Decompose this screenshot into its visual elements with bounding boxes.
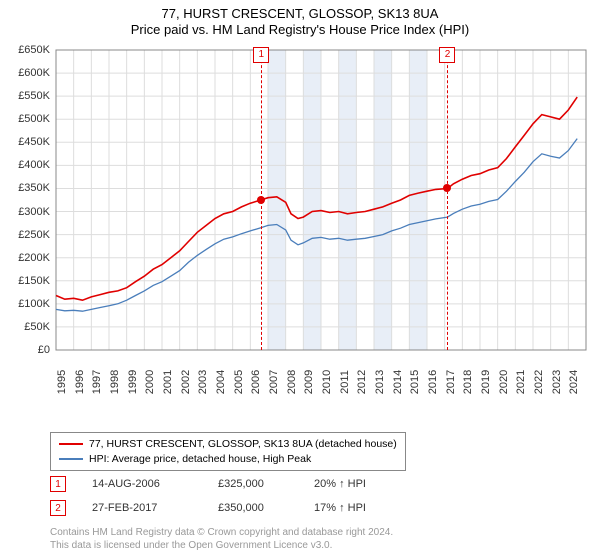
x-tick-label: 2004 (215, 370, 227, 394)
x-tick-label: 2005 (233, 370, 245, 394)
y-tick-label: £200K (6, 252, 50, 264)
x-tick-label: 2019 (480, 370, 492, 394)
y-tick-label: £0 (6, 344, 50, 356)
x-tick-label: 2007 (268, 370, 280, 394)
chart-container: 77, HURST CRESCENT, GLOSSOP, SK13 8UA Pr… (0, 0, 600, 560)
sale-price: £350,000 (218, 502, 288, 514)
x-tick-label: 2009 (303, 370, 315, 394)
sale-badge: 2 (50, 500, 66, 516)
x-tick-label: 2021 (515, 370, 527, 394)
x-tick-label: 1998 (109, 370, 121, 394)
sale-vline (447, 50, 448, 350)
sale-row: 1 14-AUG-2006 £325,000 20% ↑ HPI (50, 476, 394, 492)
plot-sale-badge: 2 (439, 47, 455, 63)
x-tick-label: 2024 (568, 370, 580, 394)
x-tick-label: 2013 (374, 370, 386, 394)
x-tick-label: 2002 (180, 370, 192, 394)
x-tick-label: 2023 (551, 370, 563, 394)
x-tick-label: 2001 (162, 370, 174, 394)
legend-swatch (59, 458, 83, 460)
y-tick-label: £100K (6, 298, 50, 310)
plot-sale-badge: 1 (253, 47, 269, 63)
sale-price: £325,000 (218, 478, 288, 490)
attribution-line: This data is licensed under the Open Gov… (50, 539, 393, 552)
chart-title: 77, HURST CRESCENT, GLOSSOP, SK13 8UA (0, 0, 600, 22)
attribution-line: Contains HM Land Registry data © Crown c… (50, 526, 393, 539)
chart-area: £0£50K£100K£150K£200K£250K£300K£350K£400… (10, 44, 590, 384)
y-tick-label: £150K (6, 275, 50, 287)
x-tick-label: 2000 (144, 370, 156, 394)
sale-dot (257, 196, 265, 204)
x-tick-label: 2011 (339, 370, 351, 394)
x-tick-label: 2015 (409, 370, 421, 394)
x-tick-label: 2008 (286, 370, 298, 394)
x-tick-label: 1997 (91, 370, 103, 394)
x-tick-label: 2017 (445, 370, 457, 394)
sale-row: 2 27-FEB-2017 £350,000 17% ↑ HPI (50, 500, 394, 516)
x-tick-label: 2014 (392, 370, 404, 394)
sale-badge: 1 (50, 476, 66, 492)
legend-swatch (59, 443, 83, 445)
x-tick-label: 2020 (498, 370, 510, 394)
y-tick-label: £250K (6, 229, 50, 241)
x-tick-label: 2018 (462, 370, 474, 394)
x-tick-label: 2006 (250, 370, 262, 394)
y-tick-label: £500K (6, 113, 50, 125)
x-tick-label: 2003 (197, 370, 209, 394)
legend-item: 77, HURST CRESCENT, GLOSSOP, SK13 8UA (d… (59, 437, 397, 452)
legend-item: HPI: Average price, detached house, High… (59, 452, 397, 467)
y-tick-label: £450K (6, 136, 50, 148)
legend-label: HPI: Average price, detached house, High… (89, 452, 311, 467)
y-tick-label: £550K (6, 90, 50, 102)
sale-pct: 20% ↑ HPI (314, 478, 394, 490)
y-tick-label: £400K (6, 159, 50, 171)
sale-date: 14-AUG-2006 (92, 478, 192, 490)
y-tick-label: £300K (6, 206, 50, 218)
x-tick-label: 2012 (356, 370, 368, 394)
sale-pct: 17% ↑ HPI (314, 502, 394, 514)
sale-date: 27-FEB-2017 (92, 502, 192, 514)
chart-subtitle: Price paid vs. HM Land Registry's House … (0, 22, 600, 41)
x-tick-label: 2022 (533, 370, 545, 394)
sale-dot (443, 184, 451, 192)
x-tick-label: 1996 (74, 370, 86, 394)
y-tick-label: £50K (6, 321, 50, 333)
legend-label: 77, HURST CRESCENT, GLOSSOP, SK13 8UA (d… (89, 437, 397, 452)
y-tick-label: £650K (6, 44, 50, 56)
x-tick-label: 1999 (127, 370, 139, 394)
x-tick-label: 2010 (321, 370, 333, 394)
legend: 77, HURST CRESCENT, GLOSSOP, SK13 8UA (d… (50, 432, 406, 471)
attribution: Contains HM Land Registry data © Crown c… (50, 526, 393, 552)
y-tick-label: £600K (6, 67, 50, 79)
plot-svg (10, 44, 590, 384)
y-tick-label: £350K (6, 182, 50, 194)
x-tick-label: 1995 (56, 370, 68, 394)
x-tick-label: 2016 (427, 370, 439, 394)
